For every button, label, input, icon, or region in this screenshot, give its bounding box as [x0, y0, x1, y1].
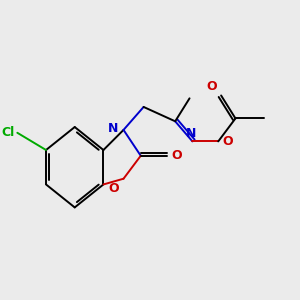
Text: O: O [109, 182, 119, 195]
Text: O: O [223, 135, 233, 148]
Text: O: O [206, 80, 217, 93]
Text: O: O [171, 149, 181, 162]
Text: N: N [186, 127, 196, 140]
Text: N: N [108, 122, 119, 135]
Text: Cl: Cl [1, 126, 14, 139]
